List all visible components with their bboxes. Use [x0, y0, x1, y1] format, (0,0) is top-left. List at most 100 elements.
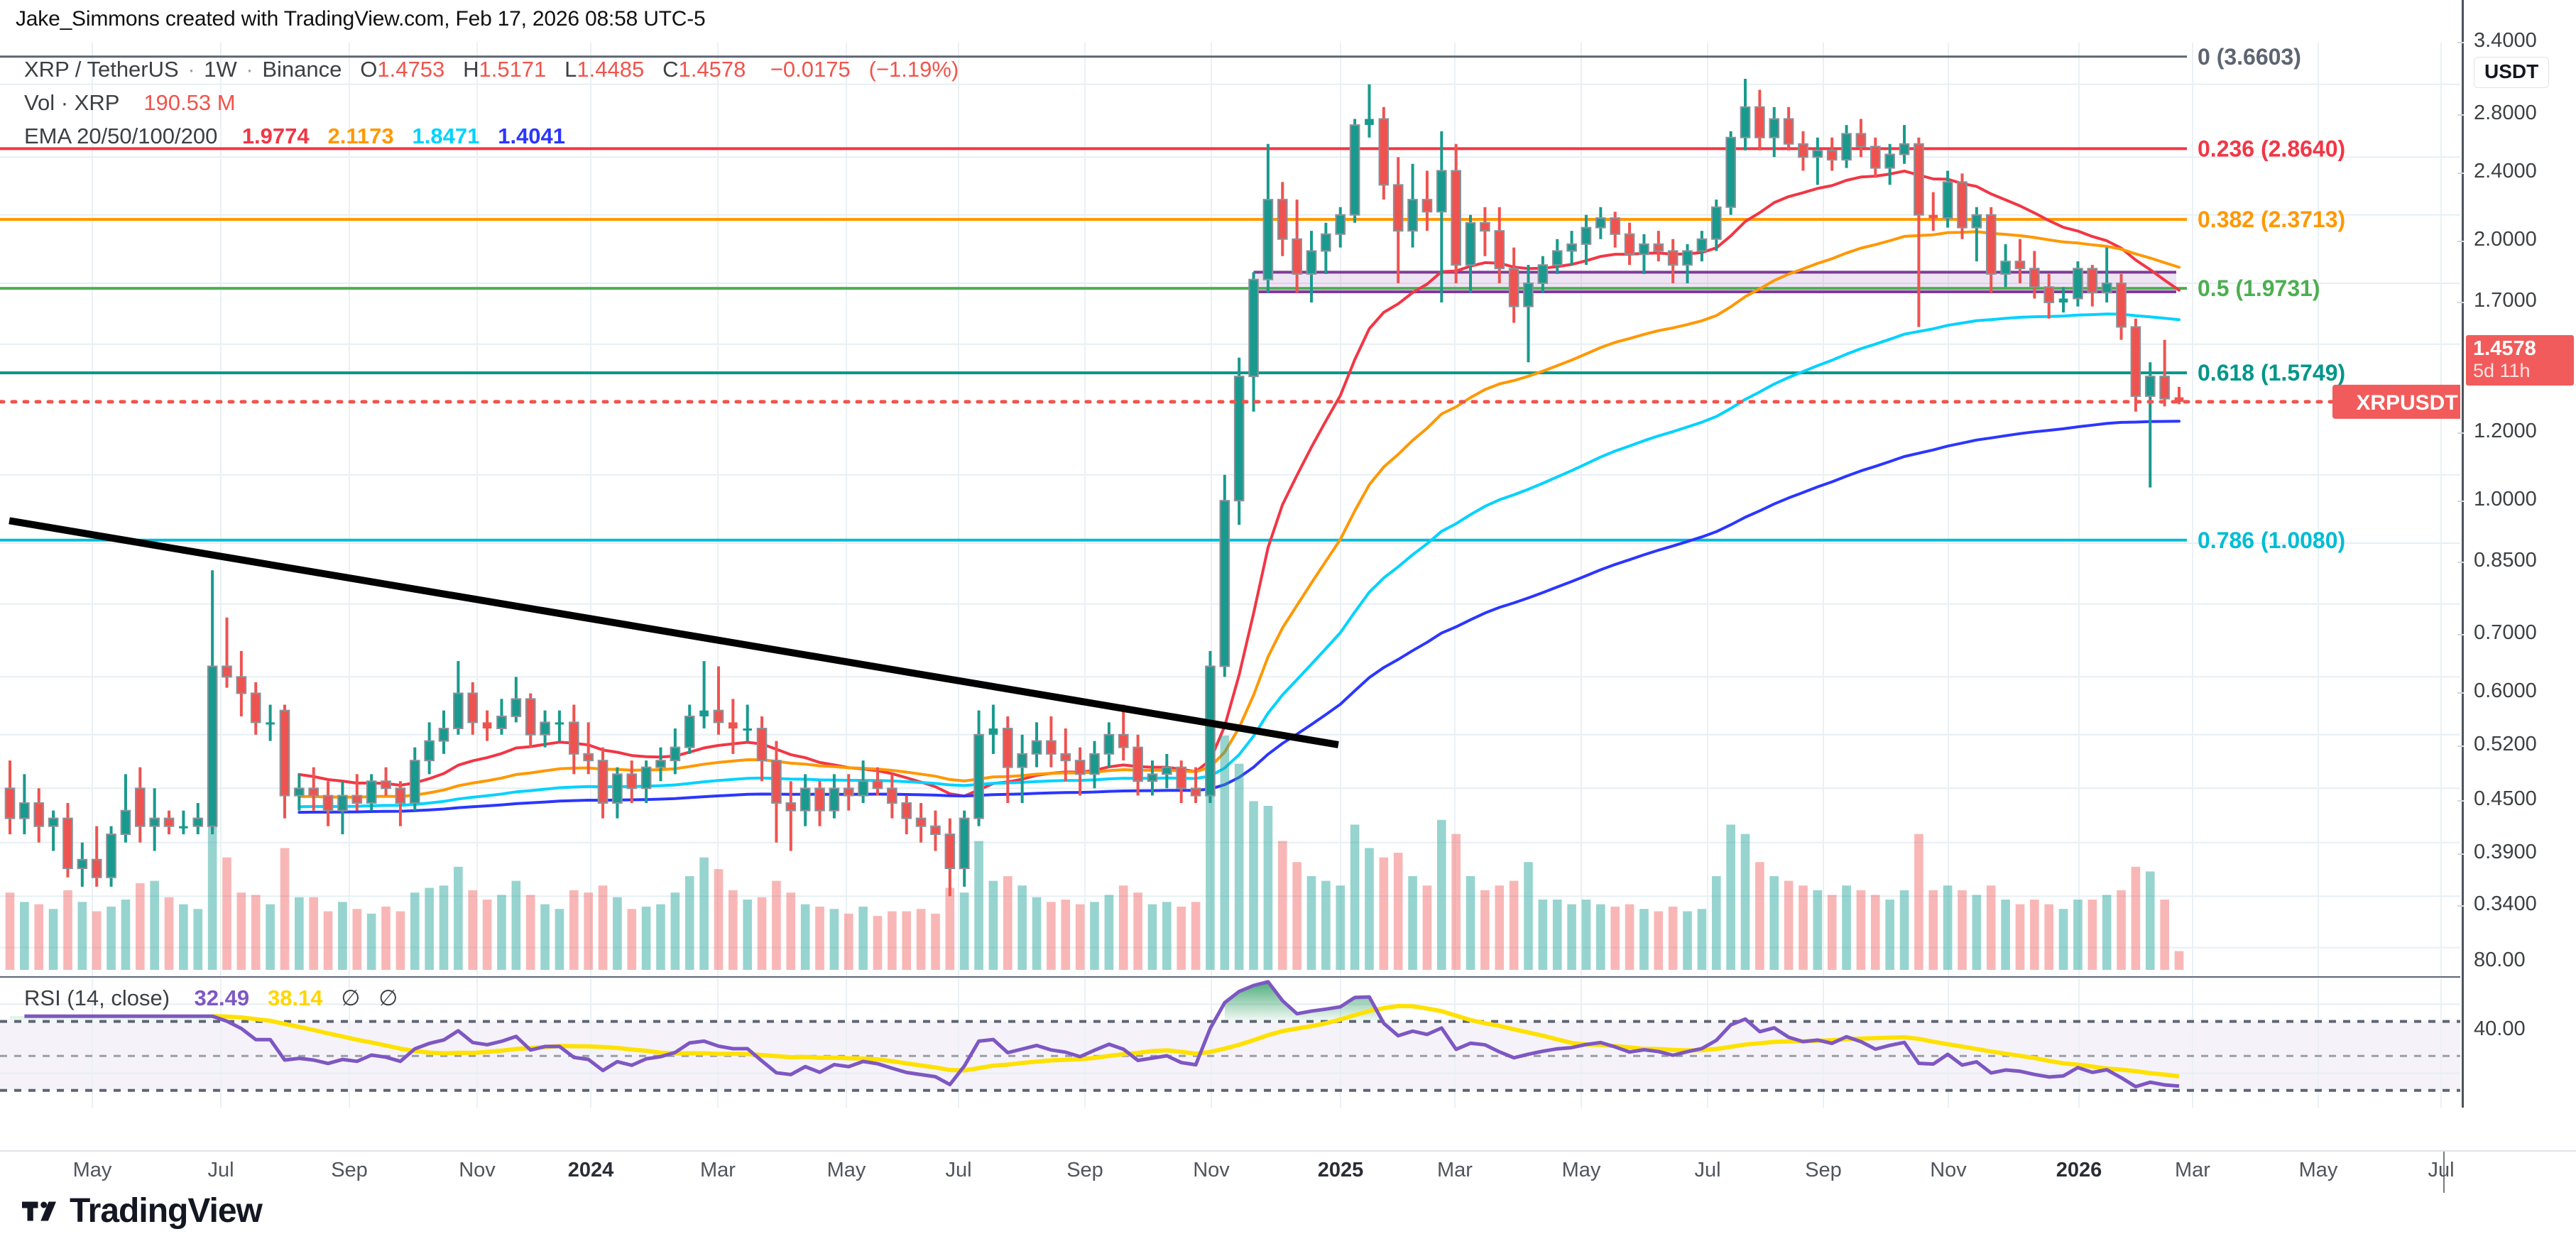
price-axis-tick-mark	[2457, 500, 2464, 502]
price-axis-tick: 1.0000	[2474, 487, 2537, 510]
attribution-text: Jake_Simmons created with TradingView.co…	[16, 7, 706, 31]
fib-label-0_786: 0.786 (1.0080)	[2198, 528, 2345, 553]
time-axis-tick: Jul	[207, 1159, 234, 1181]
price-axis-tick-mark	[2457, 432, 2464, 434]
rsi-legend-label: RSI (14, close)	[24, 985, 170, 1010]
time-axis-tick: Jul	[945, 1159, 972, 1181]
time-axis-tick: Nov	[1193, 1159, 1230, 1181]
price-axis-tick: 0.8500	[2474, 548, 2537, 572]
rsi-legend-empty-2-icon: ∅	[378, 985, 398, 1010]
time-axis-tick: 2026	[2056, 1159, 2102, 1181]
legend-close-key: C	[662, 57, 679, 82]
rsi-chart-canvas	[0, 978, 2460, 1108]
price-axis-currency-badge[interactable]: USDT	[2474, 57, 2550, 88]
price-axis-tick: 0.3900	[2474, 841, 2537, 864]
price-line-symbol-tag[interactable]: XRPUSDT	[2332, 384, 2460, 419]
time-axis[interactable]: May Jul Sep Nov 2024 Mar May Jul Sep Nov 2025 Mar Ma…	[0, 1150, 2576, 1193]
price-axis-tick-mark	[2457, 172, 2464, 174]
rsi-legend-value: 32.49	[194, 985, 250, 1010]
svg-text:XRPUSDT: XRPUSDT	[2356, 391, 2457, 415]
legend-high-value: 1.5171	[479, 57, 547, 82]
legend-sep-2: ·	[246, 57, 253, 82]
tradingview-wordmark: TradingView	[70, 1192, 263, 1230]
legend-row-volume[interactable]: Vol · XRP 190.53 M	[24, 92, 959, 114]
legend-low-key: L	[564, 57, 577, 82]
price-axis[interactable]: USDT 3.4000 2.8000 2.4000 2.0000 1.7000 1.200…	[2457, 0, 2576, 1108]
price-axis-tick-mark	[2457, 634, 2464, 636]
legend-open-key: O	[360, 57, 378, 82]
price-axis-tick-mark	[2457, 746, 2464, 748]
chart-container[interactable]: 0 (3.6603) 0.236 (2.8640) 0.382 (2.3713) 0.…	[0, 43, 2576, 1150]
price-axis-tick: 1.7000	[2474, 288, 2537, 312]
time-axis-tick: Nov	[459, 1159, 496, 1181]
price-axis-tick: 0.6000	[2474, 679, 2537, 702]
legend-change: −0.0175	[770, 57, 851, 82]
legend-row-symbol[interactable]: XRP / TetherUS · 1W · Binance O1.4753 H1…	[24, 58, 959, 80]
price-axis-tick-mark	[2457, 41, 2464, 43]
legend-ema-label: EMA 20/50/100/200	[24, 124, 218, 148]
legend-open-value: 1.4753	[377, 57, 445, 82]
time-axis-tick: Sep	[1066, 1159, 1103, 1181]
fib-label-0_382: 0.382 (2.3713)	[2198, 207, 2345, 232]
price-axis-tick: 1.2000	[2474, 419, 2537, 442]
current-price-value: 1.4578	[2473, 337, 2536, 360]
legend-ema100-value: 1.8471	[412, 124, 480, 148]
time-axis-tick: May	[2298, 1159, 2338, 1181]
legend-exchange[interactable]: Binance	[262, 57, 342, 82]
legend-ema50-value: 2.1173	[327, 124, 394, 148]
legend-change-pct: (−1.19%)	[868, 57, 959, 82]
time-axis-tick: Nov	[1930, 1159, 1967, 1181]
legend-volume-value: 190.53 M	[143, 90, 236, 115]
price-axis-tick: 3.4000	[2474, 28, 2537, 52]
time-axis-tick: May	[1561, 1159, 1601, 1181]
legend-high-key: H	[463, 57, 479, 82]
legend-row-ema[interactable]: EMA 20/50/100/200 1.9774 2.1173 1.8471 1…	[24, 125, 959, 147]
price-axis-tick: 0.3400	[2474, 892, 2537, 915]
legend-ema20-value: 1.9774	[241, 124, 310, 148]
legend-interval[interactable]: 1W	[204, 57, 237, 82]
price-axis-tick-mark	[2457, 114, 2464, 116]
time-axis-tick: Mar	[2175, 1159, 2210, 1181]
price-chart-canvas: 0 (3.6603) 0.236 (2.8640) 0.382 (2.3713) 0.…	[0, 43, 2460, 976]
fib-label-0_618: 0.618 (1.5749)	[2198, 360, 2345, 386]
price-axis-tick: 0.4500	[2474, 787, 2537, 810]
fib-label-0_236: 0.236 (2.8640)	[2198, 136, 2345, 161]
rsi-axis-tick: 80.00	[2474, 949, 2526, 972]
time-axis-tick: Jul	[2428, 1159, 2455, 1181]
rsi-legend[interactable]: RSI (14, close) 32.49 38.14 ∅ ∅	[24, 985, 398, 1011]
time-axis-tick: 2025	[1317, 1159, 1364, 1181]
rsi-legend-ma-value: 38.14	[267, 985, 323, 1010]
time-axis-divider	[2443, 1152, 2445, 1193]
legend-symbol[interactable]: XRP / TetherUS	[24, 57, 179, 82]
time-axis-tick: Jul	[1694, 1159, 1721, 1181]
price-axis-tick: 0.7000	[2474, 621, 2537, 645]
current-price-badge[interactable]: 1.4578 5d 11h	[2466, 334, 2574, 386]
legend-ema200-value: 1.4041	[498, 124, 566, 148]
pane-separator	[0, 976, 2460, 978]
price-axis-tick: 2.4000	[2474, 159, 2537, 182]
price-axis-tick-mark	[2457, 561, 2464, 563]
rsi-legend-empty-1-icon: ∅	[341, 985, 361, 1010]
price-axis-tick-mark	[2457, 301, 2464, 303]
legend-close-value: 1.4578	[678, 57, 746, 82]
footer-branding: TradingView	[20, 1191, 263, 1230]
price-axis-tick-mark	[2457, 853, 2464, 856]
time-axis-tick: Mar	[700, 1159, 736, 1181]
tradingview-logo-icon	[22, 1201, 56, 1220]
time-axis-tick: 2024	[567, 1159, 614, 1181]
price-axis-tick-mark	[2457, 240, 2464, 242]
bar-countdown: 5d 11h	[2473, 360, 2531, 382]
legend-volume-label: Vol · XRP	[24, 90, 119, 115]
rsi-axis-tick: 40.00	[2474, 1017, 2526, 1041]
rsi-pane[interactable]	[0, 978, 2460, 1108]
price-axis-tick-mark	[2457, 692, 2464, 694]
time-axis-tick: May	[72, 1159, 112, 1181]
fib-label-0: 0 (3.6603)	[2198, 44, 2301, 70]
fib-label-0_5: 0.5 (1.9731)	[2198, 275, 2320, 301]
price-axis-tick-mark	[2457, 799, 2464, 802]
time-axis-tick: Sep	[331, 1159, 368, 1181]
legend-sep-1: ·	[187, 57, 195, 82]
price-axis-tick: 0.5200	[2474, 733, 2537, 756]
price-pane[interactable]: 0 (3.6603) 0.236 (2.8640) 0.382 (2.3713) 0.…	[0, 43, 2460, 976]
chart-legend: XRP / TetherUS · 1W · Binance O1.4753 H1…	[24, 58, 959, 158]
